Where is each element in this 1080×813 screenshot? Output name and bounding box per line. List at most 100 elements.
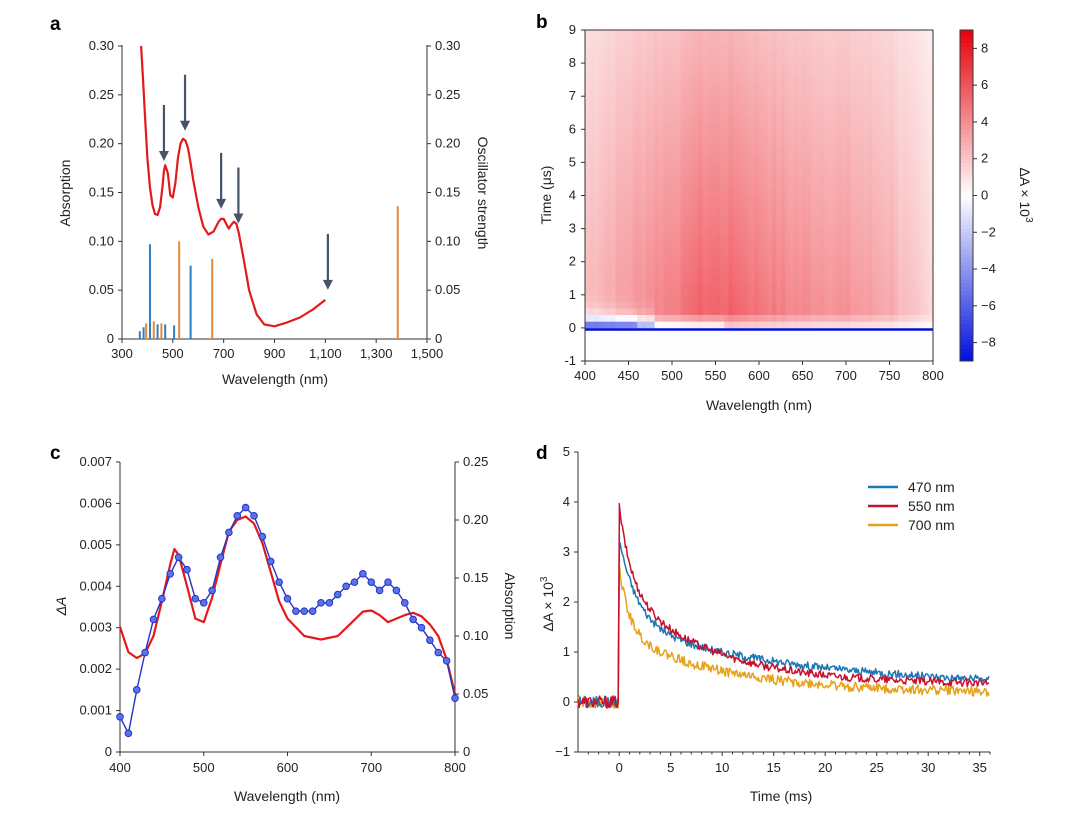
heatmap-cell bbox=[911, 281, 916, 289]
heatmap-cell bbox=[711, 255, 716, 263]
heatmap-cell bbox=[846, 288, 851, 296]
heatmap-cell bbox=[754, 76, 760, 84]
heatmap-cell bbox=[785, 235, 790, 243]
heatmap-cell bbox=[798, 222, 803, 229]
heatmap-cell bbox=[706, 69, 712, 77]
panel-a-y2tick-label: 0.15 bbox=[435, 185, 460, 200]
heatmap-cell bbox=[928, 308, 934, 315]
heatmap-cell bbox=[754, 288, 760, 296]
heatmap-cell bbox=[741, 261, 747, 269]
heatmap-cell bbox=[776, 281, 782, 289]
heatmap-cell bbox=[759, 56, 764, 64]
heatmap-cell bbox=[850, 241, 856, 249]
heatmap-cell bbox=[693, 102, 699, 110]
heatmap-cell bbox=[619, 116, 625, 124]
heatmap-cell bbox=[789, 215, 795, 223]
heatmap-cell bbox=[863, 69, 869, 77]
heatmap-cell bbox=[598, 208, 603, 216]
heatmap-cell bbox=[663, 56, 669, 64]
heatmap-cell bbox=[793, 274, 799, 282]
heatmap-cell bbox=[911, 43, 916, 51]
heatmap-cell bbox=[920, 122, 925, 130]
heatmap-cell bbox=[693, 281, 699, 289]
heatmap-cell bbox=[889, 69, 895, 77]
heatmap-cell bbox=[759, 274, 764, 282]
heatmap-cell bbox=[802, 182, 808, 190]
heatmap-cell bbox=[837, 142, 843, 150]
heatmap-cell bbox=[924, 182, 930, 190]
heatmap-cell bbox=[850, 281, 856, 289]
heatmap-cell bbox=[693, 354, 699, 362]
heatmap-cell bbox=[732, 347, 738, 355]
heatmap-cell bbox=[702, 169, 708, 176]
heatmap-cell bbox=[654, 56, 660, 64]
heatmap-cell bbox=[724, 89, 729, 97]
heatmap-cell bbox=[711, 30, 716, 37]
heatmap-cell bbox=[924, 43, 930, 51]
heatmap-cell bbox=[889, 122, 895, 130]
heatmap-cell bbox=[624, 129, 629, 137]
heatmap-cell bbox=[920, 109, 925, 117]
heatmap-cell bbox=[776, 208, 782, 216]
heatmap-cell bbox=[685, 162, 690, 170]
heatmap-cell bbox=[798, 241, 803, 249]
heatmap-cell bbox=[785, 83, 790, 90]
heatmap-cell bbox=[876, 89, 882, 97]
heatmap-cell bbox=[598, 49, 603, 57]
heatmap-cell bbox=[893, 30, 899, 37]
heatmap-cell bbox=[889, 222, 895, 229]
heatmap-cell bbox=[632, 268, 638, 276]
heatmap-cell bbox=[672, 241, 677, 249]
heatmap-cell bbox=[750, 354, 756, 362]
heatmap-cell bbox=[876, 169, 882, 176]
heatmap-cell bbox=[593, 142, 599, 150]
heatmap-cell bbox=[833, 288, 838, 296]
heatmap-cell bbox=[811, 327, 816, 335]
heatmap-cell bbox=[898, 208, 903, 216]
heatmap-cell bbox=[859, 83, 864, 90]
heatmap-cell bbox=[859, 155, 864, 163]
heatmap-cell bbox=[663, 89, 669, 97]
heatmap-cell bbox=[746, 354, 751, 362]
heatmap-cell bbox=[863, 241, 869, 249]
heatmap-cell bbox=[719, 30, 725, 37]
peak-arrow-head bbox=[158, 151, 169, 162]
heatmap-cell bbox=[885, 327, 890, 335]
heatmap-cell bbox=[819, 215, 825, 223]
heatmap-cell bbox=[741, 182, 747, 190]
heatmap-cell bbox=[654, 49, 660, 57]
colorbar-segment bbox=[960, 174, 973, 180]
heatmap-cell bbox=[833, 56, 838, 64]
heatmap-cell bbox=[728, 83, 734, 90]
colorbar-segment bbox=[960, 274, 973, 279]
heatmap-cell bbox=[689, 261, 695, 269]
heatmap-cell bbox=[693, 327, 699, 335]
heatmap-cell bbox=[920, 182, 925, 190]
colorbar-segment bbox=[960, 158, 973, 163]
heatmap-cell bbox=[632, 321, 638, 329]
heatmap-cell bbox=[628, 83, 634, 90]
heatmap-cell bbox=[585, 268, 590, 276]
heatmap-cell bbox=[667, 129, 673, 137]
heatmap-cell bbox=[719, 321, 725, 329]
heatmap-cell bbox=[715, 129, 721, 137]
heatmap-cell bbox=[641, 228, 647, 236]
heatmap-cell bbox=[619, 255, 625, 263]
heatmap-cell bbox=[667, 354, 673, 362]
heatmap-cell bbox=[693, 182, 699, 190]
heatmap-cell bbox=[746, 188, 751, 196]
heatmap-cell bbox=[628, 308, 634, 315]
heatmap-cell bbox=[659, 321, 664, 329]
heatmap-cell bbox=[663, 102, 669, 110]
heatmap-cell bbox=[902, 228, 908, 236]
heatmap-cell bbox=[611, 109, 616, 117]
heatmap-cell bbox=[619, 334, 625, 342]
heatmap-cell bbox=[837, 248, 843, 256]
heatmap-cell bbox=[659, 182, 664, 190]
heatmap-cell bbox=[715, 202, 721, 210]
heatmap-cell bbox=[876, 261, 882, 269]
heatmap-cell bbox=[920, 162, 925, 170]
heatmap-cell bbox=[754, 347, 760, 355]
heatmap-cell bbox=[789, 222, 795, 229]
heatmap-cell bbox=[837, 308, 843, 315]
